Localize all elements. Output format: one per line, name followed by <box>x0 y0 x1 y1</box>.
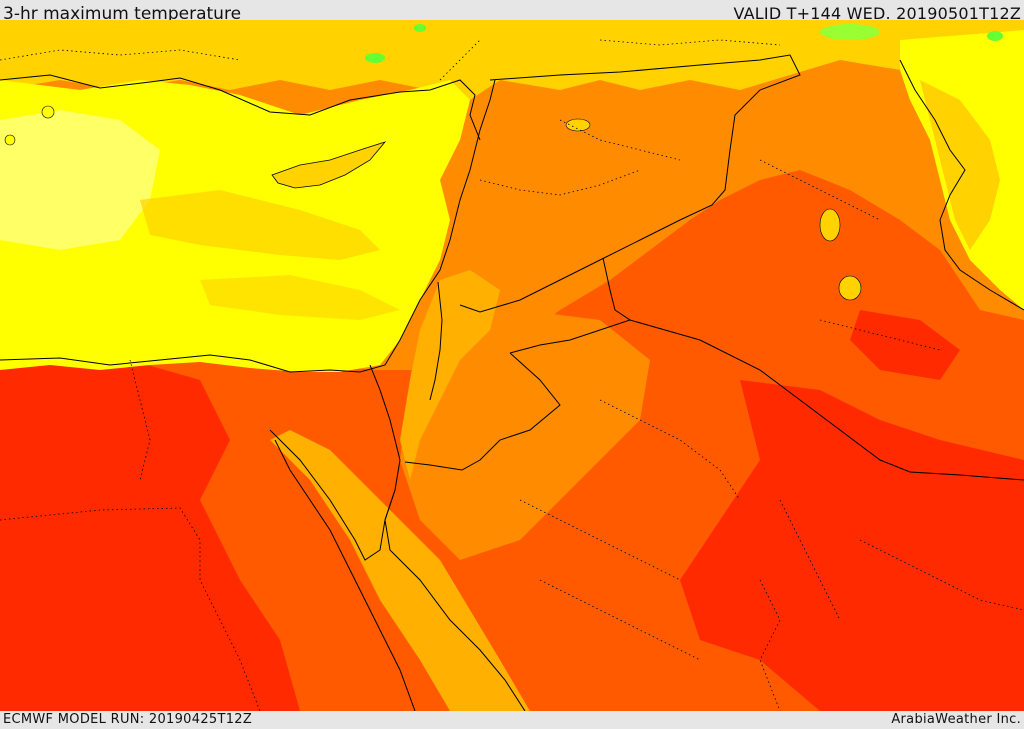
israel-egypt-border <box>369 364 401 461</box>
red-sea-west-coast <box>274 439 416 711</box>
mediterranean-pale-patch <box>0 110 160 250</box>
footer-bar: ECMWF MODEL RUN: 20190425T12Z ArabiaWeat… <box>0 711 1024 729</box>
red-sea-amber <box>270 430 530 711</box>
iraq-hot-patch <box>850 310 960 380</box>
iran-iraq-border <box>899 59 1024 311</box>
cool-spot-3 <box>820 24 880 40</box>
iraq-jordan-border <box>509 257 632 354</box>
saudi-jordan-border <box>404 352 561 471</box>
cool-spot-4 <box>987 31 1003 41</box>
map-title: 3-hr maximum temperature <box>3 4 242 24</box>
internal-borders <box>0 39 1024 711</box>
turkey-coastline <box>0 74 481 141</box>
aegean-island-2 <box>4 134 16 146</box>
valid-time: VALID T+144 WED. 20190501T12Z <box>733 4 1021 23</box>
turkey-gold-region <box>0 20 1024 100</box>
syria-border <box>459 54 801 313</box>
temperature-map <box>0 20 1024 711</box>
dead-sea-jordan-valley <box>429 281 443 401</box>
cyprus-island <box>271 141 387 189</box>
mediterranean-gold-streaks-2 <box>200 275 400 320</box>
iran-gold-edge <box>920 80 1000 250</box>
mediterranean-gold-streaks <box>140 190 380 260</box>
cool-spot <box>414 24 426 32</box>
gulf-of-suez <box>269 429 396 561</box>
lake <box>819 208 841 242</box>
cool-spot-2 <box>365 53 385 63</box>
lake-3 <box>565 118 591 132</box>
central-orange-region <box>400 310 650 560</box>
lake-2 <box>838 275 862 301</box>
arabia-hot-region <box>680 380 1024 711</box>
levant-amber <box>400 270 500 480</box>
mediterranean-coastline <box>0 79 496 373</box>
model-run-label: ECMWF MODEL RUN: 20190425T12Z <box>3 712 253 727</box>
egypt-hot-region <box>0 360 300 711</box>
aegean-island <box>41 105 55 119</box>
credit-label: ArabiaWeather Inc. <box>891 712 1021 727</box>
iraq-saudi-border <box>629 319 1024 481</box>
map-canvas <box>0 20 1024 711</box>
header-bar: 3-hr maximum temperature VALID T+144 WED… <box>0 0 1024 24</box>
